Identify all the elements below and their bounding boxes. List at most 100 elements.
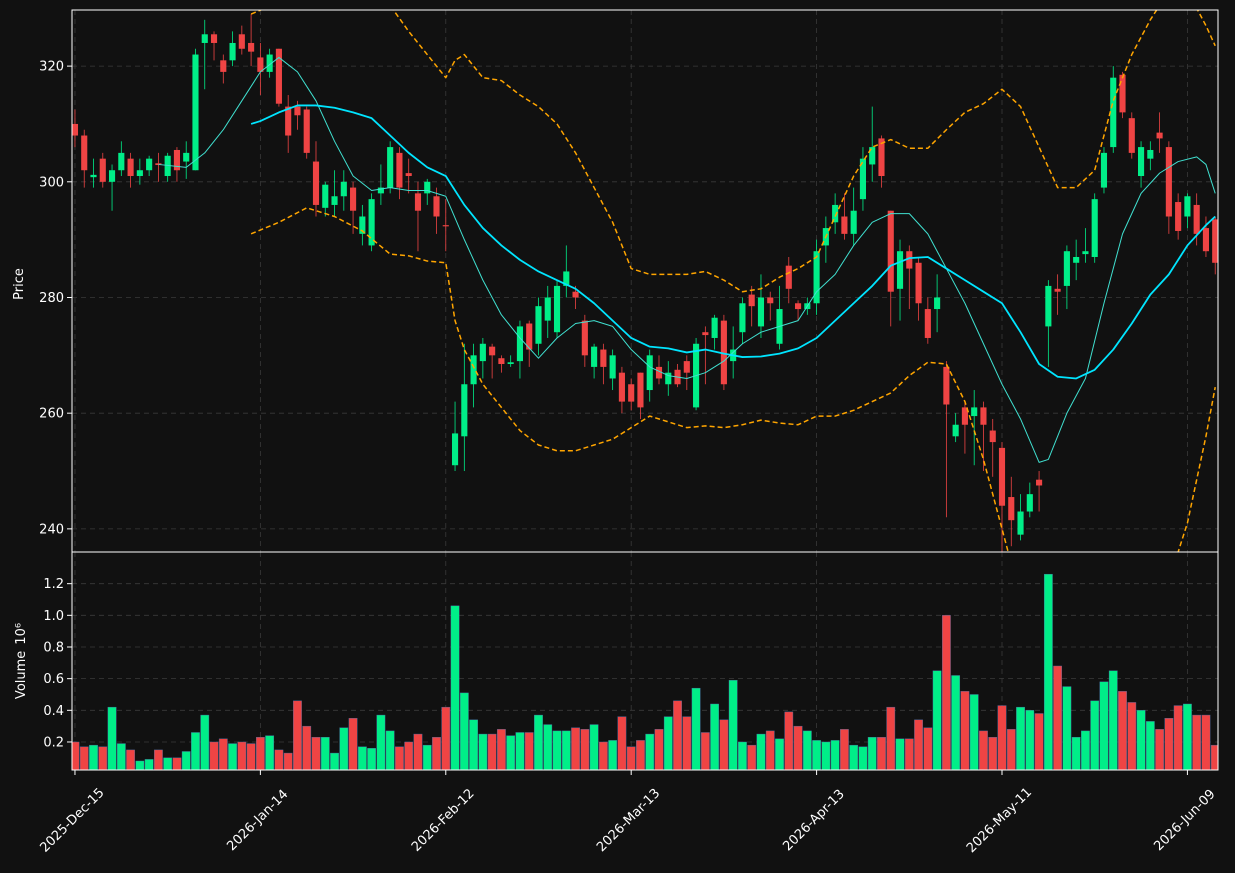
candle-body (340, 181, 347, 197)
volume-bar (673, 700, 682, 770)
candle-body (201, 34, 208, 43)
volume-bar (1053, 665, 1062, 770)
volume-bar (1173, 705, 1183, 770)
candle-body (118, 152, 125, 171)
candle-body (646, 355, 653, 391)
candle-body (1110, 77, 1117, 148)
volume-bar (719, 719, 729, 770)
candle-body (192, 54, 199, 171)
volume-bar (1192, 714, 1202, 770)
candle-body (155, 163, 162, 166)
candle-body (396, 152, 403, 188)
candle-body (1147, 149, 1154, 159)
volume-bar (1127, 702, 1137, 770)
volume-bar (877, 737, 886, 770)
candle-body (591, 346, 598, 367)
candle-body (257, 57, 264, 72)
volume-bar (1071, 737, 1081, 770)
candle-body (896, 251, 904, 289)
candle-body (461, 384, 468, 437)
volume-bar (116, 743, 126, 770)
candle-body (1073, 256, 1080, 263)
candle-body (637, 372, 644, 408)
candle-body (146, 158, 153, 171)
volume-bar (1081, 730, 1090, 770)
candle-body (767, 297, 774, 304)
overlay-line (250, 104, 1216, 380)
volume-bar (459, 692, 469, 770)
candle-body (183, 152, 190, 162)
candle-body (1054, 288, 1061, 292)
volume-bar (181, 751, 191, 770)
volume-bar (172, 757, 182, 770)
volume-bar (1136, 710, 1146, 770)
volume-bar (163, 757, 173, 770)
volume-bar (79, 746, 89, 770)
volume-bar (293, 700, 302, 770)
volume-bar (821, 741, 831, 770)
volume-bar (283, 752, 293, 770)
volume-bar (1210, 744, 1218, 770)
volume-bar (812, 740, 821, 770)
volume-bar (589, 724, 599, 770)
candle-body (99, 158, 106, 182)
volume-bar (469, 719, 478, 770)
candle-body (1165, 147, 1172, 217)
candle-body (1212, 219, 1218, 263)
offset-label: 10⁶ (14, 623, 29, 645)
volume-bar (450, 605, 460, 770)
candle-body (1137, 147, 1145, 177)
candle-body (489, 346, 496, 356)
candle-body (887, 210, 894, 292)
volume-bar (404, 741, 414, 770)
candle-body (832, 204, 839, 223)
volume-bar (1025, 710, 1035, 770)
overlay-line (250, 207, 1216, 552)
candle-body (813, 251, 820, 304)
volume-bar (376, 714, 386, 770)
candle-body (210, 34, 218, 43)
volume-bar (645, 733, 655, 770)
volume-bar (849, 744, 859, 770)
volume-bar (1006, 729, 1016, 770)
candle-body (108, 170, 116, 182)
volume-bar (561, 730, 571, 770)
candle-body (934, 297, 941, 310)
volume-bar (756, 733, 766, 770)
volume-bar (1108, 670, 1118, 770)
y-tick-label: 0.8 (43, 640, 64, 655)
volume-panel (72, 573, 1218, 770)
candle-body (1100, 152, 1108, 188)
candle-body (1128, 118, 1135, 153)
y-tick-label: 320 (39, 60, 64, 75)
volume-bar (265, 735, 275, 770)
volume-bar (1090, 700, 1100, 770)
volume-bar (89, 744, 98, 770)
volume-bar (738, 741, 747, 770)
candle-body (739, 303, 746, 333)
volume-bar (775, 738, 784, 770)
candle-body (878, 138, 885, 177)
candle-body (618, 372, 625, 402)
candle-body (544, 297, 551, 321)
volume-bar (1164, 718, 1174, 770)
volume-bar (107, 706, 117, 770)
volume-bar (534, 714, 543, 770)
volume-bar (1183, 703, 1192, 770)
candle-body (526, 323, 533, 350)
overlay-line (158, 56, 1216, 463)
candle-body (220, 60, 227, 72)
candle-body (368, 199, 375, 246)
volume-bar (487, 733, 497, 770)
y-tick-label: 0.6 (43, 672, 64, 687)
volume-bar (979, 730, 988, 770)
volume-bar (608, 740, 618, 770)
candle-body (479, 343, 486, 362)
volume-bar (691, 687, 701, 770)
candle-body (1017, 511, 1024, 535)
candle-body (405, 173, 412, 177)
candle-body (238, 34, 245, 49)
volume-bar (599, 741, 608, 770)
candle-body (229, 42, 236, 61)
candle-body (90, 174, 97, 178)
